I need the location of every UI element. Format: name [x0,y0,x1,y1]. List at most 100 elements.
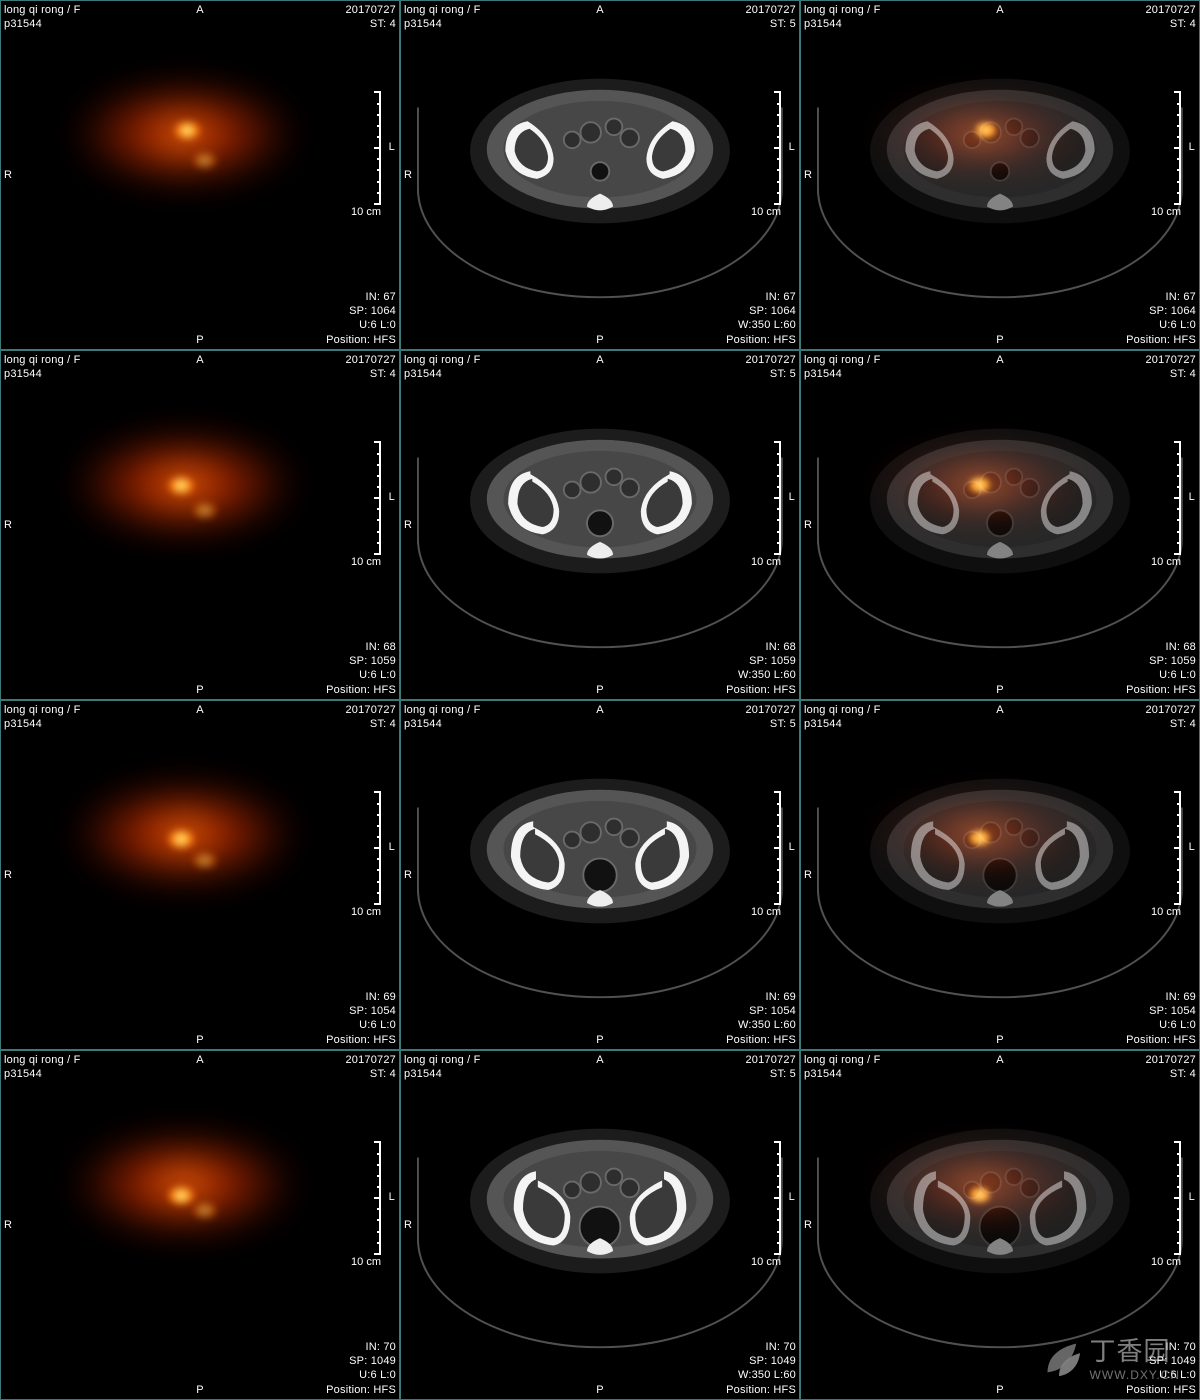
slice-info: IN: 68SP: 1059W:350 L:60Position: HFS [726,640,796,697]
panel-r0-c1[interactable]: long qi rong / Fp31544A20170727ST: 5RL10… [400,0,800,350]
patient-position: Position: HFS [1126,333,1196,347]
scale-ruler [1179,1141,1181,1252]
patient-position: Position: HFS [1126,1033,1196,1047]
ruler-label: 10 cm [751,1256,781,1268]
orientation-bottom: P [596,1033,604,1047]
patient-label: long qi rong / Fp31544 [804,3,881,32]
slice-in: IN: 67 [726,290,796,304]
study-info: 20170727ST: 5 [745,353,796,382]
ruler-label: 10 cm [751,906,781,918]
study-date: 20170727 [745,1053,796,1067]
panel-r3-c1[interactable]: long qi rong / Fp31544A20170727ST: 5RL10… [400,1050,800,1400]
study-date: 20170727 [345,703,396,717]
study-info: 20170727ST: 5 [745,703,796,732]
patient-label: long qi rong / Fp31544 [804,703,881,732]
patient-id: p31544 [804,367,881,381]
scale-ruler [379,441,381,552]
patient-id: p31544 [404,1067,481,1081]
scan-image [445,767,755,934]
patient-name: long qi rong / F [804,1053,881,1067]
window-level: U:6 L:0 [1126,1018,1196,1032]
orientation-top: A [596,353,604,367]
ruler-label: 10 cm [751,206,781,218]
slice-in: IN: 69 [726,990,796,1004]
panel-r3-c0[interactable]: long qi rong / Fp31544A20170727ST: 4RL10… [0,1050,400,1400]
patient-label: long qi rong / Fp31544 [404,3,481,32]
patient-name: long qi rong / F [404,1053,481,1067]
patient-label: long qi rong / Fp31544 [4,703,81,732]
study-date: 20170727 [345,3,396,17]
study-info: 20170727ST: 4 [1145,3,1196,32]
series-thickness: ST: 4 [1145,17,1196,31]
image-grid: long qi rong / Fp31544A20170727ST: 4RL10… [0,0,1200,1400]
panel-r3-c2[interactable]: long qi rong / Fp31544A20170727ST: 4RL10… [800,1050,1200,1400]
panel-r0-c0[interactable]: long qi rong / Fp31544A20170727ST: 4RL10… [0,0,400,350]
slice-info: IN: 68SP: 1059U:6 L:0Position: HFS [1126,640,1196,697]
scan-image [45,67,355,234]
slice-sp: SP: 1049 [1126,1354,1196,1368]
orientation-top: A [996,703,1004,717]
scale-ruler [779,791,781,902]
study-info: 20170727ST: 4 [1145,1053,1196,1082]
orientation-right: L [789,490,795,504]
patient-label: long qi rong / Fp31544 [4,3,81,32]
orientation-top: A [196,703,204,717]
slice-sp: SP: 1054 [326,1004,396,1018]
series-thickness: ST: 4 [1145,367,1196,381]
panel-r1-c2[interactable]: long qi rong / Fp31544A20170727ST: 4RL10… [800,350,1200,700]
patient-label: long qi rong / Fp31544 [4,353,81,382]
slice-in: IN: 67 [326,290,396,304]
patient-name: long qi rong / F [4,703,81,717]
orientation-left: R [4,168,12,182]
orientation-bottom: P [596,683,604,697]
patient-name: long qi rong / F [4,353,81,367]
patient-position: Position: HFS [726,333,796,347]
orientation-top: A [596,703,604,717]
scan-image [45,1117,355,1284]
orientation-bottom: P [196,333,204,347]
window-level: U:6 L:0 [1126,318,1196,332]
orientation-top: A [196,1053,204,1067]
slice-info: IN: 69SP: 1054U:6 L:0Position: HFS [1126,990,1196,1047]
patient-id: p31544 [404,367,481,381]
study-date: 20170727 [1145,1053,1196,1067]
panel-r0-c2[interactable]: long qi rong / Fp31544A20170727ST: 4RL10… [800,0,1200,350]
scan-image [845,67,1155,234]
orientation-right: L [789,140,795,154]
panel-r2-c2[interactable]: long qi rong / Fp31544A20170727ST: 4RL10… [800,700,1200,1050]
orientation-right: L [389,140,395,154]
orientation-right: L [389,840,395,854]
panel-r2-c0[interactable]: long qi rong / Fp31544A20170727ST: 4RL10… [0,700,400,1050]
orientation-left: R [404,168,412,182]
scale-ruler [379,91,381,202]
slice-in: IN: 70 [726,1340,796,1354]
slice-info: IN: 68SP: 1059U:6 L:0Position: HFS [326,640,396,697]
orientation-bottom: P [996,333,1004,347]
panel-r1-c0[interactable]: long qi rong / Fp31544A20170727ST: 4RL10… [0,350,400,700]
window-level: W:350 L:60 [726,1018,796,1032]
scale-ruler [779,1141,781,1252]
window-level: U:6 L:0 [326,1018,396,1032]
orientation-right: L [1189,840,1195,854]
scale-ruler [379,791,381,902]
series-thickness: ST: 4 [345,17,396,31]
scan-image [445,417,755,584]
panel-r2-c1[interactable]: long qi rong / Fp31544A20170727ST: 5RL10… [400,700,800,1050]
patient-id: p31544 [4,717,81,731]
panel-r1-c1[interactable]: long qi rong / Fp31544A20170727ST: 5RL10… [400,350,800,700]
window-level: U:6 L:0 [326,318,396,332]
study-date: 20170727 [1145,3,1196,17]
ruler-label: 10 cm [351,556,381,568]
patient-label: long qi rong / Fp31544 [404,353,481,382]
patient-name: long qi rong / F [4,1053,81,1067]
scan-image [45,417,355,584]
window-level: W:350 L:60 [726,1368,796,1382]
slice-sp: SP: 1059 [326,654,396,668]
ruler-label: 10 cm [1151,906,1181,918]
ruler-label: 10 cm [1151,206,1181,218]
patient-label: long qi rong / Fp31544 [804,1053,881,1082]
slice-in: IN: 68 [726,640,796,654]
orientation-bottom: P [596,333,604,347]
patient-id: p31544 [4,17,81,31]
slice-sp: SP: 1054 [1126,1004,1196,1018]
